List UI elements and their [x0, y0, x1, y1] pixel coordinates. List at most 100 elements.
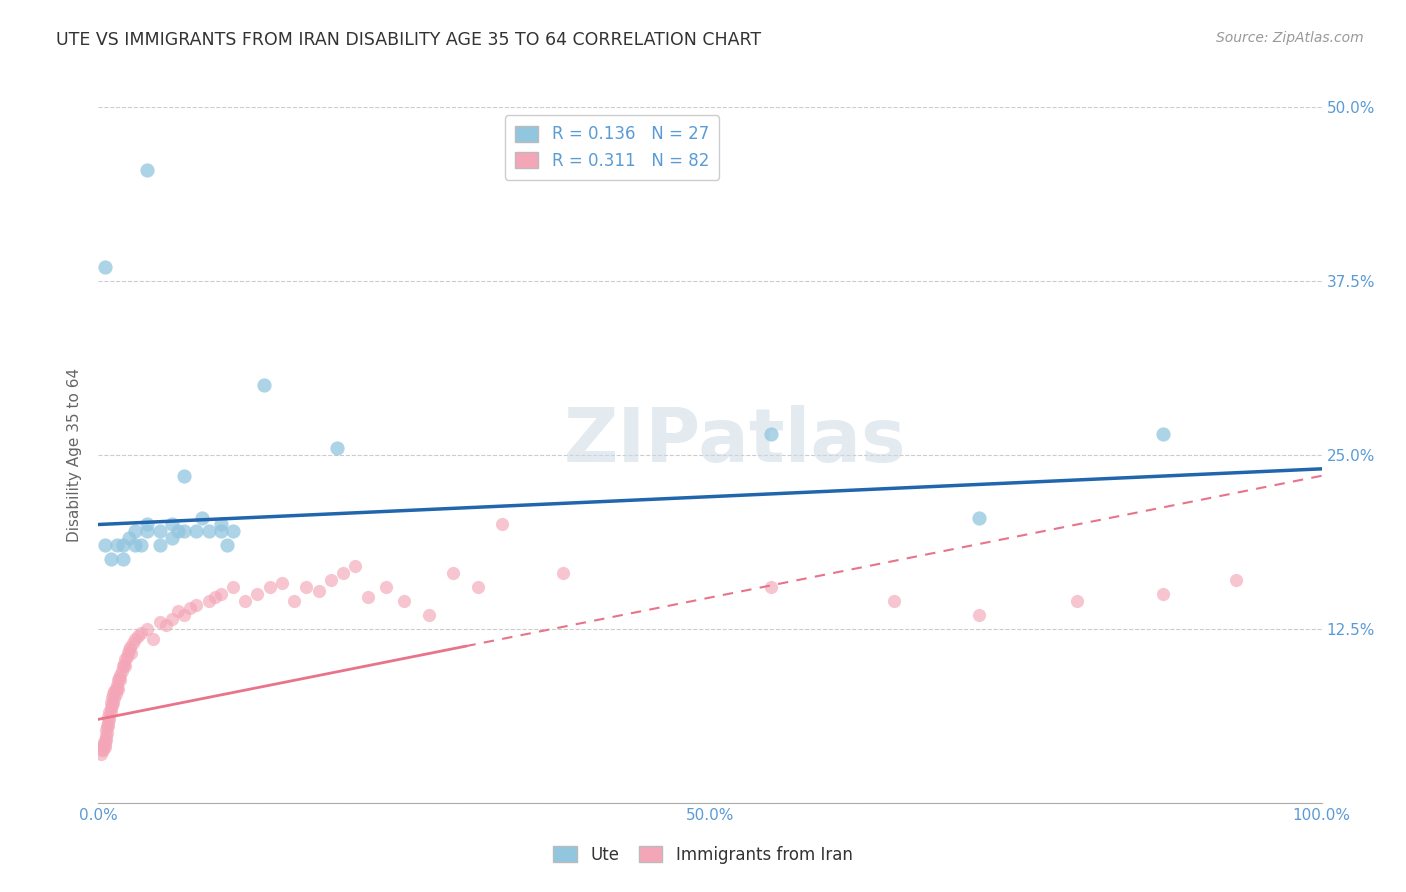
- Point: [94, 733, 117, 747]
- Point: [1152, 427, 1174, 442]
- Point: [319, 573, 342, 587]
- Point: [112, 657, 135, 671]
- Point: [1225, 573, 1247, 587]
- Point: [104, 681, 127, 696]
- Point: [209, 524, 232, 539]
- Point: [124, 538, 146, 552]
- Point: [246, 587, 269, 601]
- Point: [295, 580, 318, 594]
- Point: [100, 696, 122, 710]
- Point: [222, 524, 245, 539]
- Point: [91, 743, 114, 757]
- Point: [491, 517, 513, 532]
- Point: [100, 706, 122, 720]
- Point: [392, 594, 416, 608]
- Point: [553, 566, 575, 581]
- Point: [136, 622, 159, 636]
- Point: [105, 538, 128, 552]
- Point: [114, 659, 136, 673]
- Point: [93, 260, 115, 274]
- Point: [149, 538, 172, 552]
- Point: [117, 646, 139, 660]
- Point: [136, 524, 159, 539]
- Point: [110, 673, 132, 688]
- Point: [149, 615, 172, 629]
- Legend: R = 0.136   N = 27, R = 0.311   N = 82: R = 0.136 N = 27, R = 0.311 N = 82: [505, 115, 720, 179]
- Point: [283, 594, 305, 608]
- Point: [142, 632, 165, 646]
- Point: [155, 617, 177, 632]
- Point: [967, 607, 990, 622]
- Point: [111, 659, 134, 673]
- Point: [108, 671, 131, 685]
- Point: [97, 719, 120, 733]
- Point: [120, 646, 142, 660]
- Point: [160, 612, 183, 626]
- Point: [186, 524, 208, 539]
- Point: [418, 607, 440, 622]
- Point: [441, 566, 464, 581]
- Point: [98, 706, 121, 720]
- Point: [107, 673, 129, 688]
- Point: [326, 441, 349, 455]
- Point: [129, 538, 152, 552]
- Point: [90, 747, 112, 761]
- Point: [101, 696, 124, 710]
- Point: [167, 604, 190, 618]
- Point: [91, 740, 114, 755]
- Point: [110, 667, 132, 681]
- Point: [204, 590, 226, 604]
- Point: [209, 517, 232, 532]
- Point: [209, 587, 232, 601]
- Point: [179, 601, 201, 615]
- Point: [100, 552, 122, 566]
- Point: [93, 538, 115, 552]
- Point: [118, 532, 141, 546]
- Legend: Ute, Immigrants from Iran: Ute, Immigrants from Iran: [547, 839, 859, 871]
- Point: [114, 652, 136, 666]
- Point: [222, 580, 245, 594]
- Point: [121, 636, 143, 650]
- Point: [103, 684, 125, 698]
- Point: [1152, 587, 1174, 601]
- Point: [118, 642, 141, 657]
- Point: [215, 538, 238, 552]
- Point: [105, 681, 128, 696]
- Point: [94, 723, 117, 738]
- Point: [93, 733, 115, 747]
- Point: [96, 719, 118, 733]
- Point: [186, 598, 208, 612]
- Point: [91, 740, 114, 755]
- Point: [149, 524, 172, 539]
- Text: ZIPatlas: ZIPatlas: [564, 404, 905, 477]
- Point: [883, 594, 905, 608]
- Point: [344, 559, 367, 574]
- Point: [308, 584, 330, 599]
- Point: [127, 629, 149, 643]
- Point: [374, 580, 396, 594]
- Point: [105, 677, 128, 691]
- Y-axis label: Disability Age 35 to 64: Disability Age 35 to 64: [67, 368, 83, 542]
- Point: [93, 740, 115, 755]
- Point: [101, 691, 124, 706]
- Text: UTE VS IMMIGRANTS FROM IRAN DISABILITY AGE 35 TO 64 CORRELATION CHART: UTE VS IMMIGRANTS FROM IRAN DISABILITY A…: [56, 31, 762, 49]
- Point: [197, 594, 219, 608]
- Point: [270, 576, 294, 591]
- Point: [124, 524, 146, 539]
- Point: [173, 468, 195, 483]
- Point: [332, 566, 354, 581]
- Point: [91, 743, 114, 757]
- Point: [103, 691, 125, 706]
- Point: [101, 687, 124, 701]
- Point: [104, 687, 127, 701]
- Point: [120, 640, 142, 654]
- Point: [761, 427, 783, 442]
- Point: [97, 715, 120, 730]
- Point: [96, 726, 118, 740]
- Point: [160, 532, 183, 546]
- Point: [97, 709, 120, 723]
- Point: [197, 524, 219, 539]
- Point: [91, 737, 114, 751]
- Point: [173, 524, 195, 539]
- Point: [136, 517, 159, 532]
